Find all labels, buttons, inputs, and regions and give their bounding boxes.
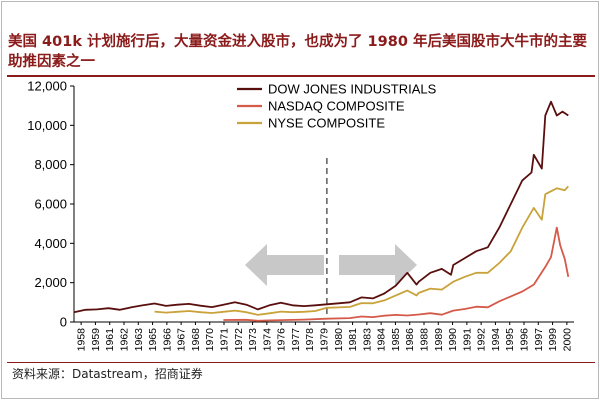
x-axis: 1958 1959 1961 1962 1963 1965 1966 1967 1968 1970… (74, 321, 574, 352)
x-tick-label: 2000 (561, 328, 573, 352)
right-arrow (339, 244, 417, 286)
x-tick-label: 1986 (404, 328, 416, 352)
source-note: 资料来源：Datastream，招商证券 (12, 367, 203, 381)
x-tick-label: 1981 (347, 328, 359, 352)
x-tick-label: 1983 (361, 328, 373, 352)
series-line-2 (154, 185, 569, 316)
x-tick-label: 1959 (90, 328, 102, 352)
x-tick-label: 1996 (519, 328, 531, 352)
x-tick-label: 1970 (204, 328, 216, 352)
x-tick-label: 1971 (219, 328, 231, 352)
x-tick-label: 1977 (290, 328, 302, 352)
x-tick-label: 1997 (533, 328, 545, 352)
series-line-1 (223, 226, 570, 322)
x-tick-label: 1980 (333, 328, 345, 352)
x-tick-label: 1992 (476, 328, 488, 352)
x-tick-label: 1999 (547, 328, 559, 352)
x-tick-label: 1973 (247, 328, 259, 352)
y-tick-label: 0 (60, 315, 67, 330)
period-arrows (245, 244, 417, 286)
y-tick-label: 8,000 (34, 157, 67, 172)
series-line-0 (73, 100, 569, 314)
x-tick-label: 1989 (433, 328, 445, 352)
x-tick-label: 1988 (419, 328, 431, 352)
x-tick-label: 1966 (161, 328, 173, 352)
x-tick-label: 1961 (104, 328, 116, 352)
y-tick-label: 4,000 (34, 236, 67, 251)
x-tick-label: 1985 (390, 328, 402, 352)
y-tick-label: 2,000 (34, 275, 67, 290)
x-tick-label: 1984 (376, 328, 388, 352)
x-tick-label: 1962 (119, 328, 131, 352)
x-tick-label: 1976 (276, 328, 288, 352)
title-divider (7, 75, 595, 77)
legend-label: NASDAQ COMPOSITE (268, 99, 405, 114)
legend-label: DOW JONES INDUSTRIALS (268, 82, 437, 97)
source-divider (7, 362, 595, 363)
page-title: 美国 401k 计划施行后，大量资金进入股市，也成为了 1980 年后美国股市大… (8, 34, 587, 70)
x-tick-label: 1963 (133, 328, 145, 352)
legend: DOW JONES INDUSTRIALS NASDAQ COMPOSITE NYS… (237, 82, 437, 131)
y-tick-label: 6,000 (34, 197, 67, 212)
legend-label: NYSE COMPOSITE (268, 116, 385, 131)
y-axis: 0 2,000 4,000 6,000 8,000 10,000 12,000 (27, 79, 75, 330)
y-tick-label: 10,000 (27, 118, 67, 133)
x-tick-label: 1991 (461, 328, 473, 352)
x-tick-label: 1965 (147, 328, 159, 352)
x-tick-label: 1972 (233, 328, 245, 352)
x-tick-label: 1990 (447, 328, 459, 352)
x-tick-label: 1994 (490, 328, 502, 352)
x-tick-label: 1974 (261, 328, 273, 352)
x-tick-label: 1978 (304, 328, 316, 352)
x-tick-label: 1967 (176, 328, 188, 352)
x-tick-label: 1958 (76, 328, 88, 352)
x-tick-label: 1979 (319, 328, 331, 352)
y-tick-label: 12,000 (27, 79, 67, 94)
series-lines (73, 100, 570, 322)
x-tick-label: 1968 (190, 328, 202, 352)
x-tick-label: 1995 (504, 328, 516, 352)
left-arrow (245, 244, 324, 286)
